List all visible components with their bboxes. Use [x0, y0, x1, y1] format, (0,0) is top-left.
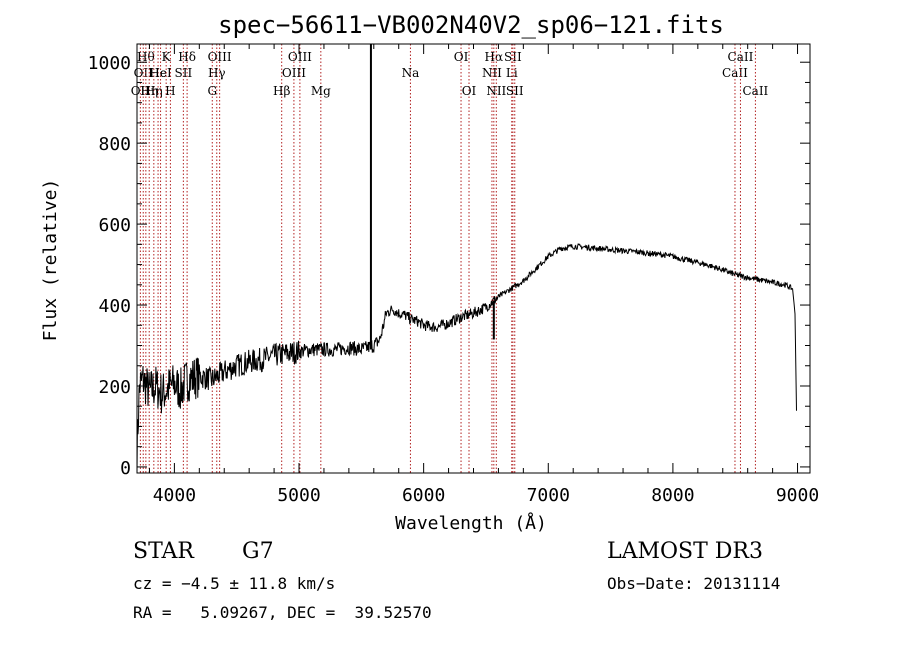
x-tick-label: 6000	[402, 485, 445, 506]
redshift-readout: cz = −4.5 ± 11.8 km/s	[133, 574, 336, 593]
spectral-line-label: OIII	[288, 50, 312, 64]
spectral-line-label: Mg	[311, 84, 331, 98]
spectral-line-label: CaII	[722, 66, 748, 80]
flux-series-line	[136, 243, 797, 474]
survey-name: LAMOST DR3	[607, 539, 763, 564]
y-tick-label: 400	[98, 296, 131, 317]
x-tick-label: 4000	[153, 485, 196, 506]
object-class: STAR	[133, 539, 194, 564]
x-tick-label: 7000	[527, 485, 570, 506]
observation-date: Obs−Date: 20131114	[607, 574, 781, 593]
spectral-line-label: OII	[134, 66, 154, 80]
spectral-line-label: CaII	[728, 50, 754, 64]
spectral-line-label: OI	[462, 84, 477, 98]
spectrum-features	[369, 44, 495, 350]
plot-frame	[136, 43, 811, 474]
axis-ticks: 4000 5000 6000 7000 8000 9000 0 200 400 600 800 100…	[88, 44, 819, 506]
y-tick-label: 1000	[88, 53, 131, 74]
spectral-line-label: SII	[175, 66, 193, 80]
spectral-line-label: Hα	[485, 50, 504, 64]
spectral-line-label: G	[207, 84, 217, 98]
y-tick-label: 600	[98, 215, 131, 236]
spectral-line-label: SII	[504, 50, 522, 64]
spectral-line-label: H	[165, 84, 175, 98]
spectral-line-label: NII	[486, 84, 506, 98]
y-axis-label: Flux (relative)	[40, 179, 61, 342]
spectral-line-label: Hη	[145, 84, 163, 98]
spectral-line-label: Hγ	[208, 66, 226, 80]
y-tick-label: 800	[98, 134, 131, 155]
spectral-line-label: HeI	[149, 66, 172, 80]
x-axis-label: Wavelength (Å)	[395, 512, 547, 534]
spectral-line-label: Na	[402, 66, 420, 80]
spectral-line-label: Hθ	[137, 50, 155, 64]
x-tick-label: 9000	[776, 485, 819, 506]
spectral-line-label: OI	[454, 50, 469, 64]
spectral-line-markers: OIIOIIHθHηHηHeHeIKHSIIHδGHγOIIIHβOIIIOII…	[131, 44, 769, 473]
y-tick-label: 0	[120, 458, 131, 479]
spectral-line-label: OIII	[208, 50, 232, 64]
spectral-line-label: Li	[506, 66, 518, 80]
spectral-line-label: NII	[482, 66, 502, 80]
spectral-line-label: SII	[506, 84, 524, 98]
object-subclass: G7	[242, 539, 274, 564]
spectral-line-label: CaII	[742, 84, 768, 98]
spectral-line-label: OIII	[282, 66, 306, 80]
coordinates-readout: RA = 5.09267, DEC = 39.52570	[133, 603, 432, 622]
spectral-line-label: He	[149, 66, 167, 80]
spectral-line-label: Hβ	[273, 84, 290, 98]
chart-title: spec−56611−VB002N40V2_sp06−121.fits	[218, 11, 724, 39]
spectral-line-label: Hδ	[178, 50, 196, 64]
spectral-line-label: K	[162, 50, 172, 64]
x-tick-label: 5000	[277, 485, 320, 506]
x-tick-label: 8000	[651, 485, 694, 506]
y-tick-label: 200	[98, 377, 131, 398]
